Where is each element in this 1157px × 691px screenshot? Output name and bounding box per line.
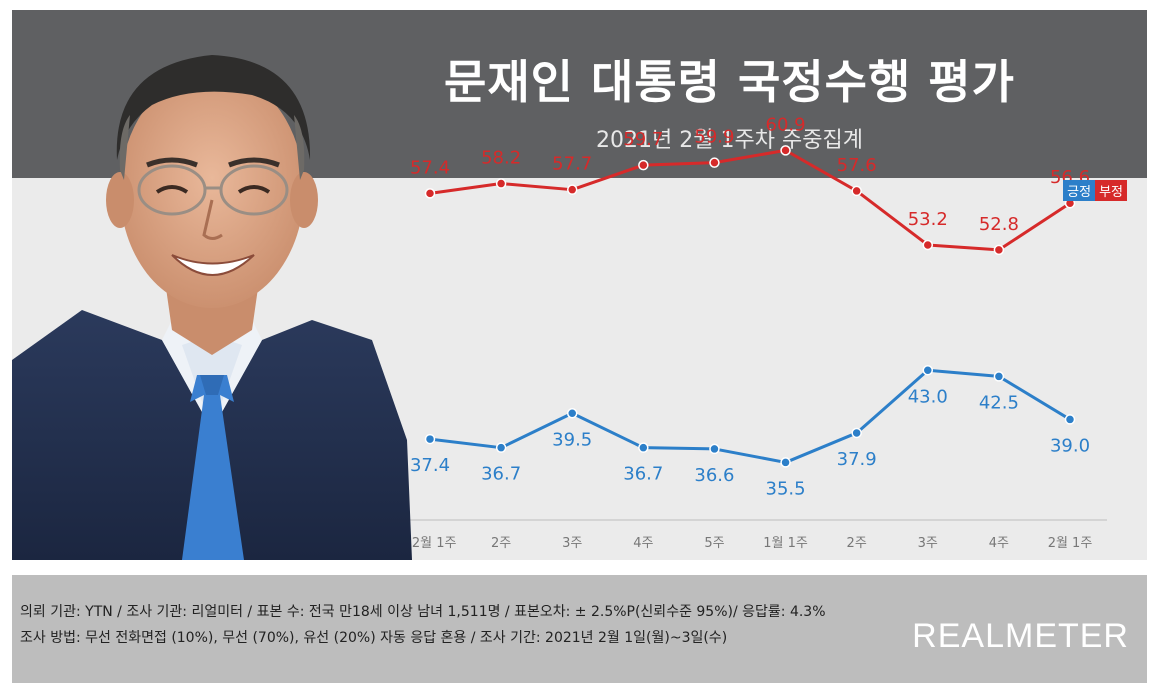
data-label-negative: 57.7 [552,154,592,175]
data-label-positive: 35.5 [766,478,806,499]
legend-negative: 부정 [1095,180,1127,201]
data-label-positive: 36.6 [694,465,734,486]
x-tick-label: 2주 [491,536,511,551]
data-point-negative [993,244,1005,256]
data-label-positive: 36.7 [623,464,663,485]
data-point-negative [495,178,507,189]
data-label-negative: 52.8 [979,214,1019,235]
data-label-negative: 58.2 [481,148,521,169]
chart-frame: 문재인 대통령 국정수행 평가 2021년 2월 1주차 주중집계 57.4 58… [12,10,1147,560]
series-line-negative [429,148,1071,252]
x-tick-label: 4주 [989,536,1009,551]
data-point-negative [566,184,578,195]
legend-positive: 긍정 [1063,180,1096,201]
data-point-positive [993,371,1005,382]
data-point-negative [424,188,436,199]
chart-subtitle: 2021년 2월 1주차 주중집계 [596,128,863,153]
data-label-positive: 43.0 [908,386,948,407]
x-tick-label: 4주 [633,536,653,551]
survey-info-line-2: 조사 방법: 무선 전화면접 (10%), 무선 (70%), 유선 (20%)… [20,630,728,646]
data-point-negative [638,159,649,171]
series-line-positive [429,368,1071,464]
footer-band: 의뢰 기관: YTN / 조사 기관: 리얼미터 / 표본 수: 전국 만18세… [12,575,1147,683]
x-tick-label: 3주 [562,536,582,551]
x-tick-label: 12월 1주 [404,536,457,551]
data-label-positive: 37.9 [837,449,877,470]
president-portrait [12,55,412,560]
data-label-positive: 39.0 [1050,435,1090,456]
data-point-positive [424,433,436,445]
data-point-negative [780,145,791,156]
chart-title: 문재인 대통령 국정수행 평가 [444,55,1015,109]
data-label-negative: 53.2 [908,209,948,230]
data-point-positive [851,427,862,439]
data-point-positive [780,457,791,468]
x-tick-label: 5주 [704,536,724,551]
data-point-positive [495,442,507,453]
data-label-positive: 37.4 [410,455,450,476]
data-label-negative: 57.4 [410,157,450,178]
line-chart: 57.4 58.2 57.759.7 59.960.957.653.2 52.856.6… [404,114,1107,551]
survey-info-line-1: 의뢰 기관: YTN / 조사 기관: 리얼미터 / 표본 수: 전국 만18세… [20,604,826,620]
data-label-positive: 36.7 [481,464,521,485]
data-label-negative: 59.7 [623,129,663,150]
x-tick-label: 2월 1주 [1048,536,1093,551]
data-label-negative: 60.9 [766,114,806,135]
x-tick-label: 2주 [847,536,867,551]
data-label-negative: 57.6 [837,155,877,176]
data-label-negative: 59.9 [694,127,734,148]
realmeter-logo: REALMETER [912,617,1129,655]
data-point-negative [851,185,862,197]
x-tick-label: 3주 [918,536,938,551]
data-point-positive [1064,414,1076,425]
chart-legend: 긍정 부정 [1063,180,1127,201]
data-point-positive [922,365,934,376]
data-point-negative [709,157,720,168]
x-tick-label: 1월 1주 [763,536,808,551]
data-point-positive [709,443,720,455]
data-point-negative [922,239,934,251]
data-point-positive [566,408,578,419]
data-point-positive [638,442,649,453]
data-label-positive: 42.5 [979,392,1019,413]
data-label-positive: 39.5 [552,429,592,450]
